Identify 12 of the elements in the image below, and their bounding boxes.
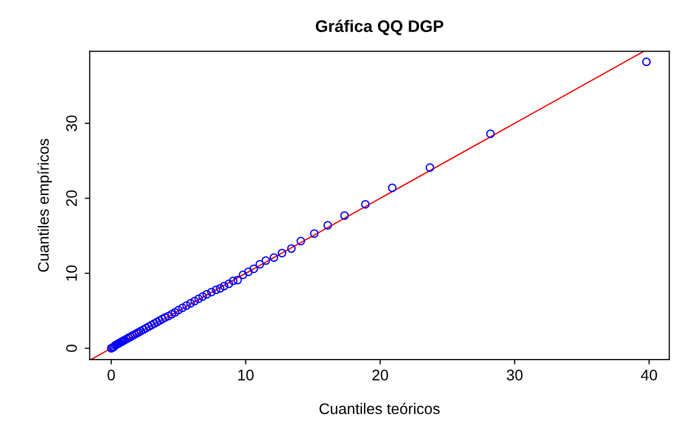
x-tick-label: 0 [108, 370, 115, 380]
x-tick-label: 40 [640, 370, 658, 380]
y-tick-label: 0 [66, 344, 77, 352]
x-tick-label: 10 [238, 370, 254, 380]
x-tick-label: 30 [506, 370, 523, 380]
x-axis-title: Cuantiles teóricos [320, 402, 440, 414]
y-tick-label: 20 [66, 190, 77, 206]
chart-title: Gráfica QQ DGP [316, 20, 444, 36]
y-tick-label: 30 [66, 115, 77, 132]
y-axis-title: Cuantiles empíricos [37, 138, 52, 272]
x-tick-label: 20 [372, 370, 388, 380]
y-tick-label: 10 [66, 265, 77, 281]
